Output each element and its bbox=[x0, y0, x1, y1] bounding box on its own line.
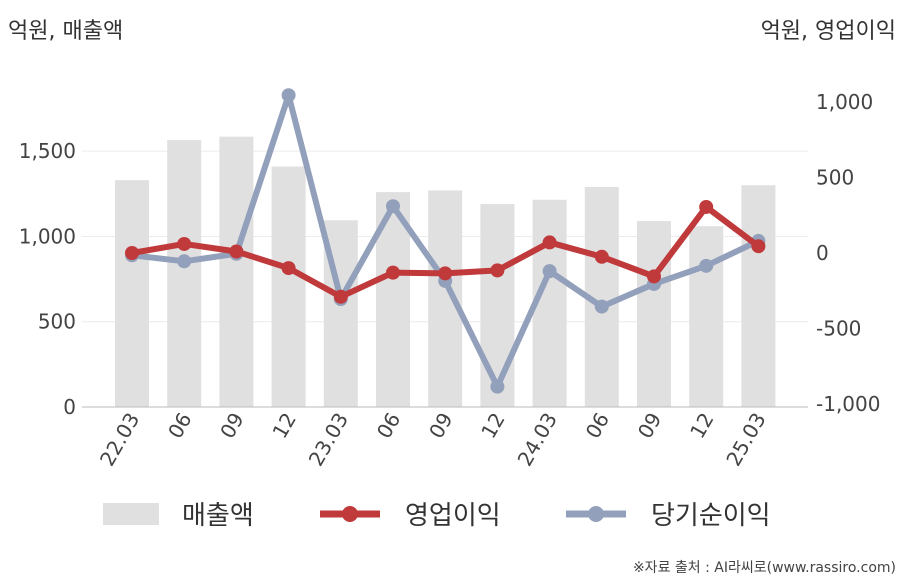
x-tick-label: 06 bbox=[581, 409, 615, 443]
left-axis-title: 억원, 매출액 bbox=[8, 19, 123, 44]
legend-marker-net bbox=[588, 506, 604, 522]
left-tick-label: 1,000 bbox=[19, 224, 76, 248]
point-operating bbox=[751, 239, 766, 254]
bar-revenue bbox=[689, 226, 724, 407]
bar-revenue bbox=[637, 221, 671, 407]
x-tick-label: 25.03 bbox=[721, 409, 770, 471]
x-tick-label: 06 bbox=[372, 409, 406, 443]
right-tick-label: 500 bbox=[816, 166, 854, 190]
bar-revenue bbox=[167, 140, 202, 407]
point-operating bbox=[125, 246, 139, 260]
x-tick-label: 24.03 bbox=[513, 409, 562, 471]
point-operating bbox=[386, 265, 400, 280]
point-operating bbox=[438, 266, 453, 281]
legend: 매출액 영업이익 당기순이익 bbox=[103, 501, 771, 531]
right-tick-label: 1,000 bbox=[816, 90, 873, 114]
right-tick-label: 0 bbox=[816, 241, 829, 265]
source-note: ※자료 출처 : AI라씨로(www.rassiro.com) bbox=[633, 560, 896, 576]
point-net bbox=[542, 264, 557, 279]
x-tick-label: 12 bbox=[476, 409, 510, 443]
bar-revenue bbox=[115, 180, 149, 407]
legend-marker-operating bbox=[342, 506, 358, 522]
point-operating bbox=[281, 261, 296, 276]
point-net bbox=[490, 379, 505, 394]
right-axis-title: 억원, 영업이익 bbox=[761, 19, 896, 44]
right-axis-ticks: 1,000 500 0 -500 -1,000 bbox=[816, 90, 880, 416]
point-net bbox=[699, 258, 714, 273]
bar-revenue bbox=[480, 204, 515, 407]
point-operating bbox=[647, 269, 661, 284]
left-axis-ticks: 0 500 1,000 1,500 bbox=[19, 139, 76, 419]
point-net bbox=[281, 88, 296, 103]
left-tick-label: 1,500 bbox=[19, 139, 76, 163]
bars bbox=[115, 136, 776, 408]
series-lines bbox=[125, 88, 766, 394]
point-operating bbox=[229, 244, 244, 259]
point-operating bbox=[542, 235, 557, 250]
point-operating bbox=[333, 289, 348, 304]
point-net bbox=[594, 299, 609, 314]
point-operating bbox=[490, 263, 505, 278]
left-tick-label: 500 bbox=[38, 310, 76, 334]
x-tick-label: 12 bbox=[267, 409, 301, 443]
point-net bbox=[177, 254, 192, 269]
legend-label-net: 당기순이익 bbox=[651, 501, 771, 531]
bar-revenue bbox=[219, 136, 254, 408]
right-tick-label: -500 bbox=[816, 317, 861, 341]
x-tick-label: 12 bbox=[685, 409, 719, 443]
x-tick-label: 06 bbox=[163, 409, 197, 443]
point-operating bbox=[699, 199, 714, 214]
point-operating bbox=[177, 236, 192, 251]
bar-revenue bbox=[741, 185, 776, 407]
point-operating bbox=[594, 249, 609, 264]
x-tick-label: 22.03 bbox=[95, 409, 144, 471]
bar-revenue bbox=[271, 166, 306, 407]
left-tick-label: 0 bbox=[63, 395, 76, 419]
x-tick-label: 23.03 bbox=[304, 409, 353, 471]
legend-swatch-revenue bbox=[103, 503, 159, 525]
point-net bbox=[386, 199, 400, 214]
x-axis-ticks: 22.03 06 09 12 23.03 06 09 12 24.03 06 09 12 25.03 bbox=[95, 409, 771, 471]
x-tick-label: 09 bbox=[424, 409, 458, 443]
legend-label-revenue: 매출액 bbox=[182, 501, 254, 531]
right-tick-label: -1,000 bbox=[816, 392, 880, 416]
x-tick-label: 09 bbox=[215, 409, 249, 443]
legend-label-operating: 영업이익 bbox=[405, 501, 501, 531]
x-tick-label: 09 bbox=[633, 409, 667, 443]
